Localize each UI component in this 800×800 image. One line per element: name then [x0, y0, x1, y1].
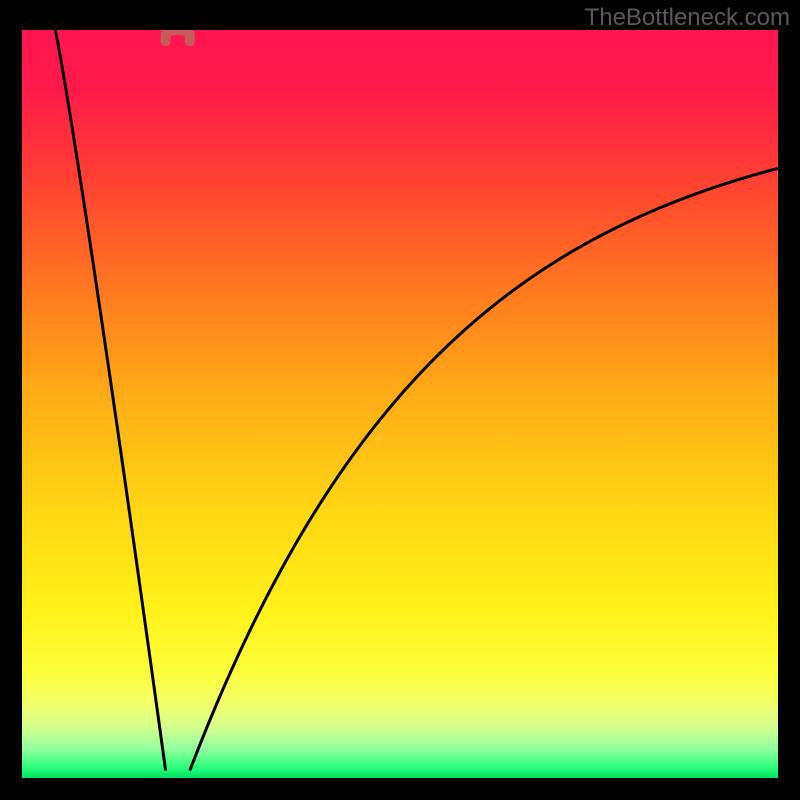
watermark-text: TheBottleneck.com	[585, 4, 790, 32]
chart-background	[22, 30, 778, 778]
chart-plot-area	[22, 30, 778, 778]
bottleneck-chart: TheBottleneck.com	[0, 0, 800, 800]
